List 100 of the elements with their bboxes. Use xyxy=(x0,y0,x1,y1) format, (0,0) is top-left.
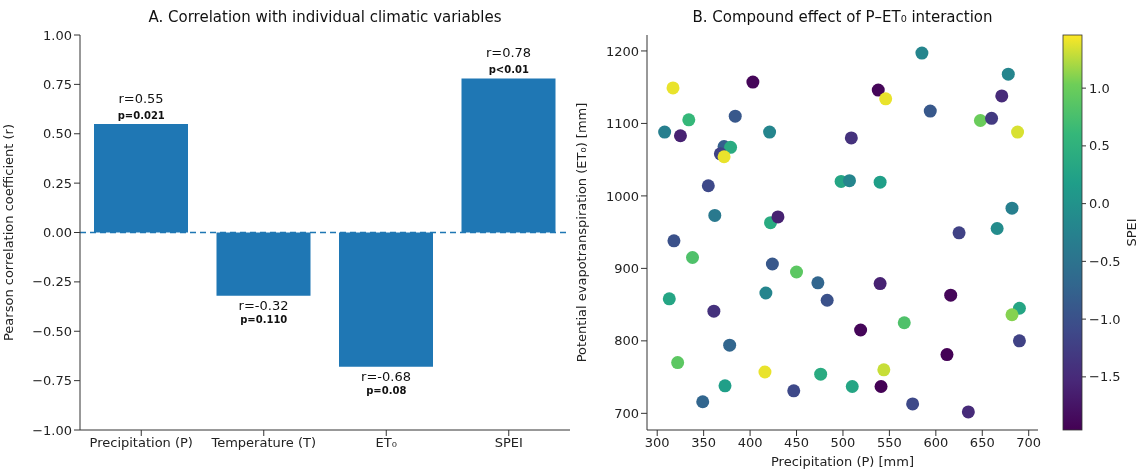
point xyxy=(746,75,760,89)
y-axis-title: Potential evapotranspiration (ET₀) [mm] xyxy=(573,102,589,363)
data-label: r=0.78 xyxy=(485,45,532,61)
point xyxy=(671,356,685,370)
point xyxy=(724,140,738,154)
x-tick-label: SPEI xyxy=(494,435,523,451)
annotation: p=0.110 xyxy=(240,313,288,325)
point xyxy=(940,348,954,362)
point xyxy=(701,179,715,193)
y-tick-label: 900 xyxy=(614,260,639,276)
x-tick-label: 300 xyxy=(644,435,670,451)
point xyxy=(673,129,687,143)
color-bar-title: SPEI xyxy=(1124,218,1139,247)
point xyxy=(873,175,887,189)
y-tick-label: 800 xyxy=(614,333,639,349)
point xyxy=(682,113,696,127)
data-label: r=-0.68 xyxy=(361,368,411,384)
y-tick-label: 0.25 xyxy=(43,175,72,191)
point xyxy=(658,125,672,139)
x-tick-label: 650 xyxy=(969,435,995,451)
point xyxy=(923,104,937,118)
x-tick-label: 500 xyxy=(830,435,856,451)
y-tick-label: 0.00 xyxy=(43,225,72,241)
y-tick-label: 0.75 xyxy=(43,76,72,92)
point xyxy=(990,222,1004,236)
y-axis-title: Pearson correlation coefficient (r) xyxy=(0,123,16,342)
y-tick-label: 700 xyxy=(614,405,639,421)
point xyxy=(877,363,891,377)
data-label: r=0.55 xyxy=(118,90,164,106)
color-bar-label: 1.0 xyxy=(1089,80,1110,96)
point xyxy=(765,257,779,271)
point xyxy=(686,251,700,265)
point xyxy=(1011,125,1025,139)
point xyxy=(814,367,828,381)
x-tick-label: Temperature (T) xyxy=(210,435,317,451)
x-axis-title: Precipitation (P) [mm] xyxy=(771,454,914,469)
y-tick-label: −1.00 xyxy=(32,422,72,438)
annotation: p=0.08 xyxy=(366,384,407,396)
x-tick-label: 400 xyxy=(737,435,763,451)
point xyxy=(662,292,676,306)
point xyxy=(811,276,825,290)
color-bar-label: −0.5 xyxy=(1089,253,1121,269)
x-tick-label: 700 xyxy=(1016,435,1042,451)
point xyxy=(842,174,856,188)
x-tick-label: ET₀ xyxy=(375,435,397,451)
point xyxy=(845,380,859,394)
point xyxy=(717,150,731,164)
point xyxy=(718,379,732,393)
color-bar-label: 0.0 xyxy=(1089,196,1110,212)
chart-title: A. Correlation with individual climatic variables xyxy=(147,8,503,26)
y-tick-label: −0.25 xyxy=(32,274,72,290)
color-bar-label: 0.5 xyxy=(1089,138,1110,154)
point xyxy=(906,397,920,411)
point xyxy=(854,323,868,337)
chart-title: B. Compound effect of P–ET₀ interaction xyxy=(691,8,994,26)
y-tick-label: −0.50 xyxy=(32,323,72,339)
point xyxy=(763,125,777,139)
point xyxy=(723,338,737,352)
point xyxy=(1001,67,1015,81)
y-tick-label: 1000 xyxy=(605,188,639,204)
point xyxy=(874,380,888,394)
x-tick-label: Precipitation (P) xyxy=(89,435,193,451)
x-tick-label: 450 xyxy=(784,435,809,451)
point xyxy=(873,277,887,291)
annotation: p<0.01 xyxy=(488,64,529,76)
data-label: r=-0.32 xyxy=(238,297,289,313)
point xyxy=(961,405,975,419)
point xyxy=(707,304,721,318)
color-bar-label: −1.5 xyxy=(1089,369,1121,385)
annotation: p=0.021 xyxy=(117,109,165,121)
point xyxy=(952,226,966,240)
x-tick-label: 350 xyxy=(691,435,717,451)
y-tick-label: 1200 xyxy=(605,43,639,59)
point xyxy=(985,111,999,125)
point xyxy=(708,208,722,222)
point xyxy=(879,92,893,106)
point xyxy=(820,293,834,307)
point xyxy=(973,114,987,128)
point xyxy=(944,288,958,302)
point xyxy=(897,316,911,330)
y-tick-label: 1100 xyxy=(605,116,639,132)
color-bar-label: −1.0 xyxy=(1089,311,1121,327)
point xyxy=(758,365,772,379)
point xyxy=(728,109,742,123)
x-tick-label: 550 xyxy=(876,435,902,451)
point xyxy=(1005,308,1019,322)
y-tick-label: −0.75 xyxy=(32,373,72,389)
x-tick-label: 600 xyxy=(923,435,949,451)
point xyxy=(759,286,773,300)
point xyxy=(696,395,710,409)
point xyxy=(790,265,804,279)
point xyxy=(667,234,681,248)
y-tick-label: 1.00 xyxy=(43,27,72,43)
point xyxy=(1005,201,1019,215)
y-tick-label: 0.50 xyxy=(43,126,72,142)
point xyxy=(915,46,929,60)
point xyxy=(666,81,680,95)
point xyxy=(871,83,885,97)
point xyxy=(844,131,858,145)
point xyxy=(787,384,801,398)
